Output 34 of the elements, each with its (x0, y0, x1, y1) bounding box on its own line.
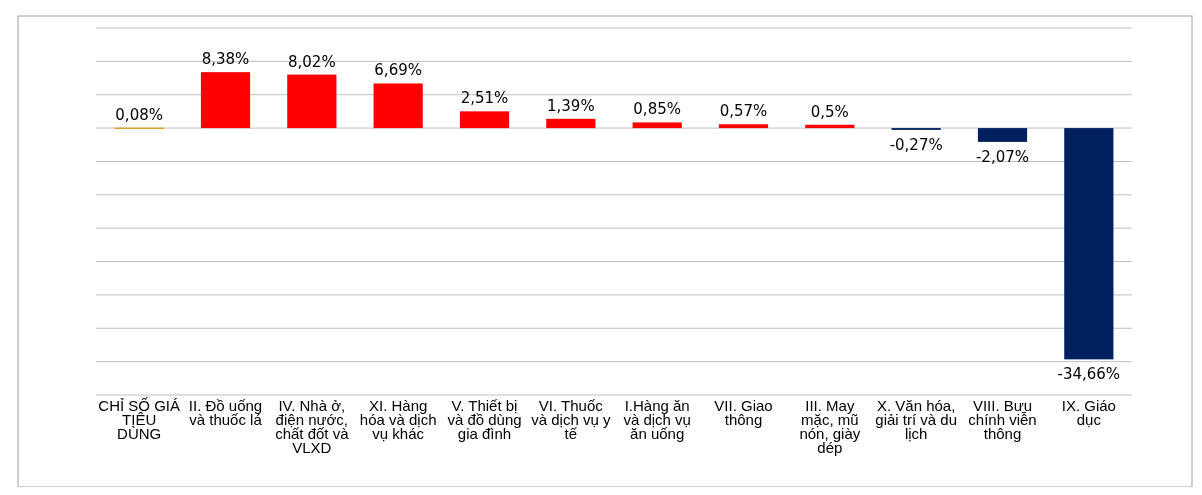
data-label: 2,51% (460, 89, 509, 108)
x-tick-label: II. Đồ uống và thuốc lá (188, 397, 263, 428)
x-tick-label: III. May mặc, mũ nón, giày dép (799, 397, 861, 456)
bar (546, 118, 596, 129)
x-tick-label: IX. Giáo dục (1061, 397, 1116, 428)
x-tick-label: CHỈ SỐ GIÁ TIÊU DÙNG (98, 397, 181, 442)
data-label: -2,07% (975, 147, 1030, 166)
bar (718, 124, 769, 129)
data-label: 0,5% (810, 102, 849, 121)
x-tick-label: VIII. Bưu chính viễn thông (968, 397, 1037, 442)
data-label: 8,02% (288, 52, 336, 71)
bar (977, 128, 1028, 142)
x-tick-label: XI. Hàng hóa và dịch vụ khác (359, 397, 437, 442)
x-tick-label: X. Văn hóa, giải trí và du lịch (875, 397, 958, 442)
bar (287, 74, 337, 129)
x-tick-label: VII. Giao thông (714, 397, 773, 428)
data-label: 0,85% (633, 100, 681, 119)
bar (200, 72, 251, 129)
bar (373, 83, 423, 129)
bar (459, 111, 510, 129)
data-label: 1,39% (547, 96, 595, 115)
x-tick-label: V. Thiết bị và đồ dùng gia đình (447, 397, 522, 442)
data-label: -34,66% (1057, 365, 1121, 384)
x-tick-label: IV. Nhà ở, điện nước, chất đốt và VLXD (275, 397, 350, 456)
data-label: 6,69% (374, 61, 422, 80)
bar (805, 124, 855, 129)
bar (1064, 128, 1114, 360)
x-tick-label: I.Hàng ăn và dịch vụ ăn uống (623, 397, 691, 442)
data-label: -0,27% (889, 135, 943, 154)
data-label: 0,57% (719, 102, 768, 121)
x-tick-label: VI. Thuốc và dịch vụ y tế (531, 397, 611, 442)
data-label: 8,38% (201, 50, 250, 69)
bar (632, 122, 682, 129)
data-label: 0,08% (115, 105, 163, 124)
